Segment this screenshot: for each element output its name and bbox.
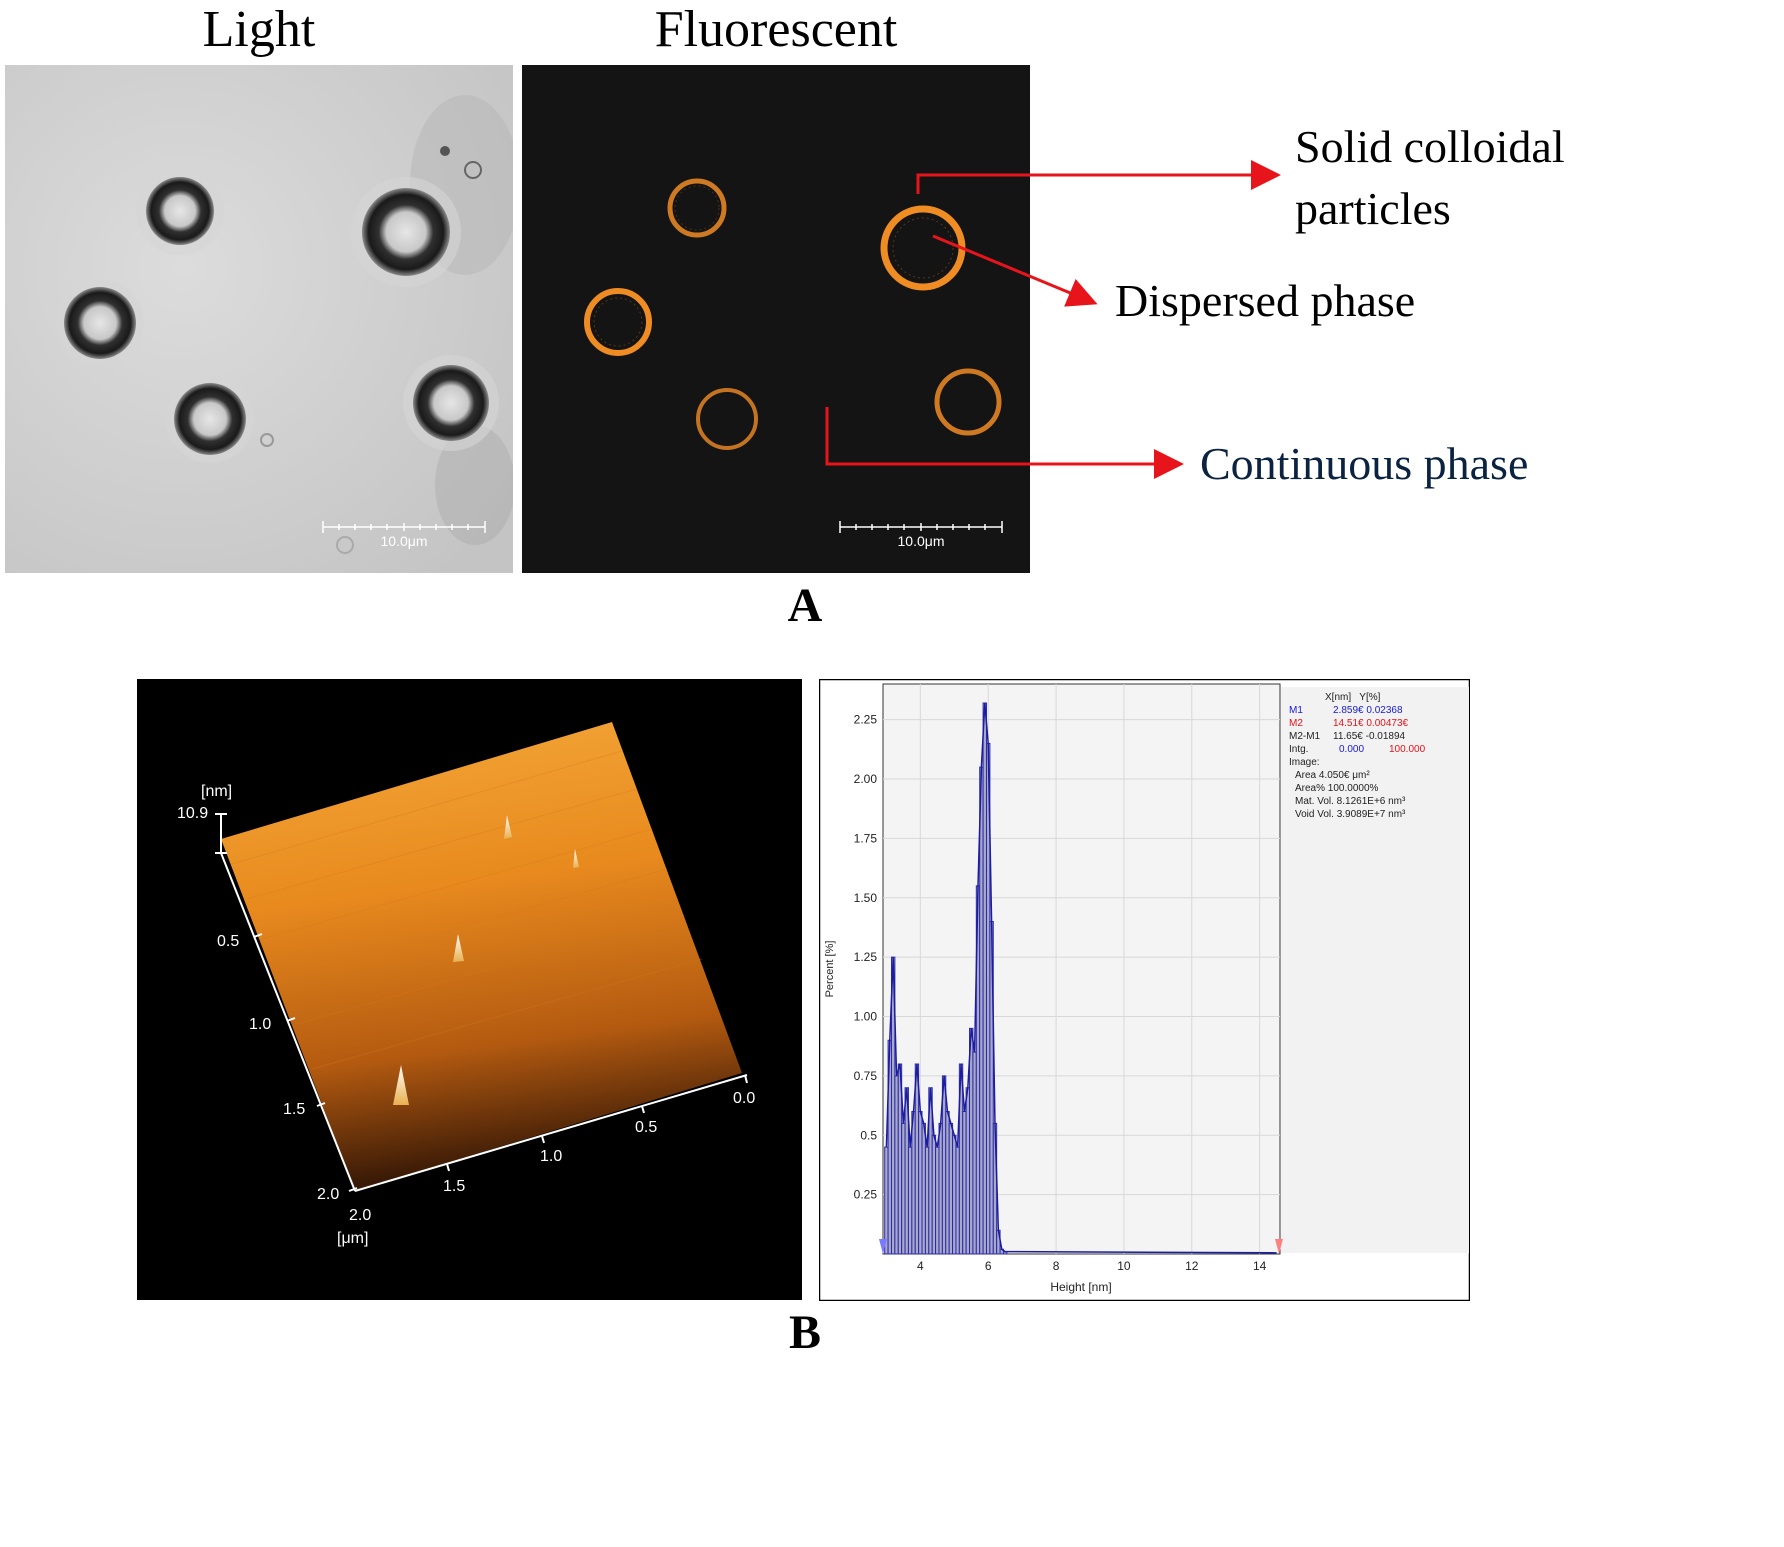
afm-x-tick-1: 0.5	[635, 1119, 657, 1136]
hist-bar	[952, 1134, 957, 1255]
hist-y-tick: 2.00	[854, 772, 878, 786]
hist-x-tick: 10	[1117, 1259, 1131, 1273]
hist-x-tick: 6	[985, 1259, 992, 1273]
hist-x-tick: 8	[1053, 1259, 1060, 1273]
panel-a-letter: A	[787, 579, 823, 632]
annotation-arrows	[825, 160, 1281, 479]
label-solid-colloidal: Solid colloidal particles	[1295, 116, 1565, 240]
hist-x-tick: 4	[917, 1259, 924, 1273]
hist-y-tick: 0.25	[854, 1188, 878, 1202]
label-solid-line1: Solid colloidal	[1295, 121, 1565, 172]
stats-intg-value1: 0.000	[1339, 744, 1364, 755]
hist-x-tick: 12	[1185, 1259, 1199, 1273]
arrow-dispersed-phase	[932, 234, 1098, 307]
afm-y-tick-3: 2.0	[317, 1186, 339, 1203]
afm-y-tick-0: 0.5	[217, 933, 239, 950]
label-dispersed-phase: Dispersed phase	[1115, 275, 1416, 326]
hist-x-tick: 14	[1253, 1259, 1267, 1273]
hist-bar	[918, 1111, 923, 1255]
hist-bar	[982, 702, 987, 1255]
afm-y-tick-2: 1.5	[283, 1101, 305, 1118]
hist-bar	[945, 1111, 950, 1255]
stats-intg-label: Intg.	[1289, 744, 1308, 755]
hist-y-tick: 1.50	[854, 891, 878, 905]
afm-x-tick-3: 1.5	[443, 1178, 465, 1195]
stats-void-vol: Void Vol. 3.9089E+7 nm³	[1295, 809, 1406, 820]
hist-bar	[938, 1122, 943, 1255]
hist-y-tick: 2.25	[854, 713, 878, 727]
arrow-solid-particles	[916, 160, 1281, 194]
stats-diff-label: M2-M1	[1289, 731, 1321, 742]
stats-mat-vol: Mat. Vol. 8.1261E+6 nm³	[1295, 796, 1406, 807]
hist-bar	[962, 1111, 967, 1255]
hist-bar	[972, 1051, 977, 1255]
hist-stats-box: X[nm] Y[%] M1 2.859€ 0.02368 M2 14.51€ 0…	[1289, 692, 1426, 820]
arrow-continuous-phase	[825, 407, 1184, 479]
fluorescent-micrograph: 10.0μm	[522, 65, 1030, 573]
hist-bar	[931, 1134, 937, 1255]
stats-m1-value: 2.859€ 0.02368	[1333, 705, 1403, 716]
scalebar-fluor-label: 10.0μm	[898, 533, 945, 549]
hist-bar	[894, 1075, 899, 1255]
afm-z-unit: [nm]	[201, 783, 232, 800]
panel-b-letter: B	[788, 1306, 821, 1359]
stats-area-pct: Area% 100.0000%	[1295, 783, 1379, 794]
label-solid-line2: particles	[1295, 183, 1451, 234]
light-micrograph: 10.0μm	[5, 65, 513, 573]
hist-bar	[907, 1146, 913, 1255]
label-continuous-phase: Continuous phase	[1200, 438, 1529, 489]
hist-bar	[979, 766, 984, 1255]
hist-ylabel: Percent [%]	[824, 941, 836, 998]
stats-m2-value: 14.51€ 0.00473€	[1333, 718, 1409, 729]
hist-bar	[955, 1146, 960, 1255]
hist-y-tick: 0.75	[854, 1069, 878, 1083]
afm-x-tick-4: 2.0	[349, 1207, 371, 1224]
hist-y-tick: 1.75	[854, 831, 878, 845]
hist-bar	[965, 1087, 971, 1255]
stats-intg-value2: 100.000	[1389, 744, 1426, 755]
afm-x-tick-0: 0.0	[733, 1090, 755, 1107]
hist-xlabel: Height [nm]	[1050, 1280, 1111, 1294]
hist-bar	[924, 1146, 930, 1255]
stats-header: X[nm] Y[%]	[1325, 692, 1381, 703]
hist-outline	[885, 702, 1277, 1254]
stats-image-label: Image:	[1289, 757, 1320, 768]
hist-y-tick: 0.5	[860, 1128, 877, 1142]
stats-m1-label: M1	[1289, 705, 1303, 716]
afm-y-tick-1: 1.0	[249, 1016, 271, 1033]
hist-bar	[935, 1146, 940, 1255]
afm-3d-image: [nm] 10.9 0.5 1.0 1.5 2.0 0.0 0.5 1.0 1.…	[137, 679, 802, 1300]
fluorescent-title: Fluorescent	[654, 1, 898, 58]
afm-z-max: 10.9	[177, 805, 208, 822]
light-title: Light	[202, 1, 316, 58]
hist-bar	[901, 1122, 906, 1255]
hist-bar	[948, 1122, 954, 1255]
height-histogram: 2.25 2.00 1.75 1.50 1.25 1.00 0.75 0.5 0.25 4 6 8 1…	[819, 679, 1470, 1301]
hist-bar	[884, 1146, 889, 1255]
hist-bar	[914, 1063, 920, 1255]
hist-bar	[911, 1111, 916, 1255]
afm-xy-unit: [μm]	[337, 1230, 368, 1247]
hist-y-tick: 1.25	[854, 950, 878, 964]
stats-diff-value: 11.65€ -0.01894	[1333, 731, 1406, 742]
stats-m2-label: M2	[1289, 718, 1303, 729]
stats-area: Area 4.050€ μm²	[1295, 770, 1370, 781]
scalebar-light-label: 10.0μm	[381, 533, 428, 549]
hist-y-tick: 1.00	[854, 1010, 878, 1024]
afm-x-tick-2: 1.0	[540, 1148, 562, 1165]
hist-bar	[921, 1122, 926, 1255]
